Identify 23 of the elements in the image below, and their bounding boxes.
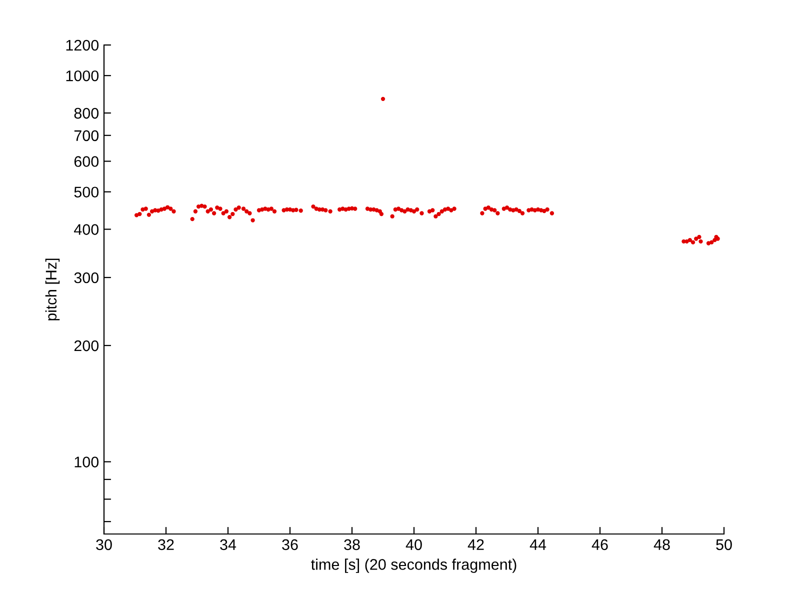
- y-tick-label: 600: [74, 156, 99, 167]
- x-tick-label: 50: [716, 539, 732, 550]
- y-tick-label: 1200: [66, 40, 99, 51]
- x-tick-label: 44: [530, 539, 546, 550]
- x-tick-label: 42: [468, 539, 484, 550]
- y-tick-label: 800: [74, 108, 99, 119]
- y-tick-label: 700: [74, 130, 99, 142]
- y-tick-label: 1000: [66, 70, 99, 82]
- x-tick-label: 48: [654, 539, 670, 550]
- y-tick-label: 400: [74, 224, 99, 235]
- y-axis-title: pitch [Hz]: [45, 258, 60, 320]
- x-tick-label: 40: [406, 539, 422, 550]
- x-tick-label: 38: [344, 539, 360, 550]
- x-tick-label: 34: [220, 539, 236, 550]
- y-tick-label: 200: [74, 340, 99, 352]
- x-tick-label: 36: [282, 539, 298, 550]
- x-tick-label: 30: [96, 539, 112, 550]
- x-axis-title: time [s] (20 seconds fragment): [311, 558, 516, 573]
- x-tick-label: 32: [158, 539, 174, 550]
- y-tick-label: 300: [74, 272, 99, 284]
- y-tick-label: 500: [74, 186, 99, 198]
- x-tick-label: 46: [592, 539, 608, 550]
- y-tick-label: 100: [74, 456, 99, 468]
